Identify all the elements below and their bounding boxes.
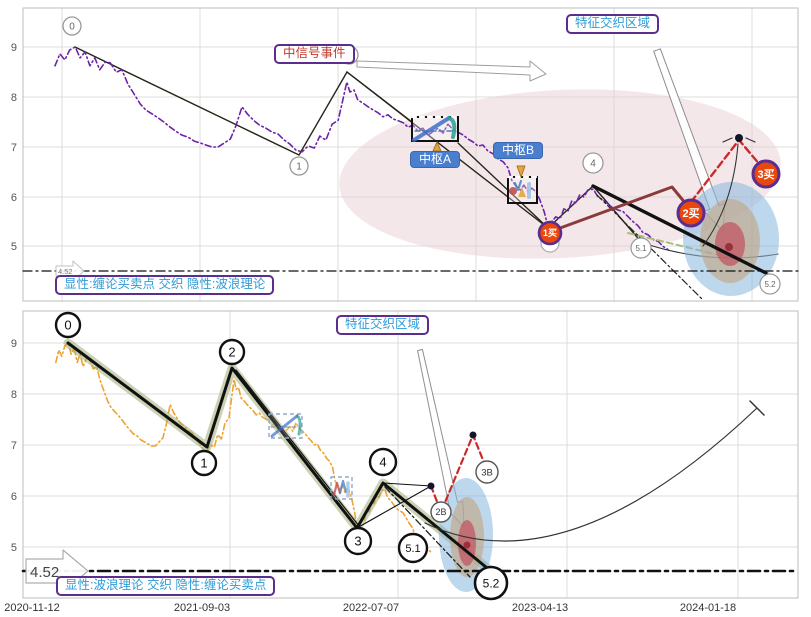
target-dot xyxy=(725,243,733,251)
ref-price-text: 4.52 xyxy=(58,267,73,276)
wave-0-circle-text: 0 xyxy=(64,318,71,333)
peak-marker-dot xyxy=(469,431,477,439)
main-trend-line xyxy=(591,184,768,275)
wave-52-circle xyxy=(759,273,781,295)
peak-marker-whisker xyxy=(745,137,756,143)
curve-to-marker xyxy=(702,143,739,247)
feature-zone-label-bottom: 特征交织区域 xyxy=(336,315,430,335)
y-tick-label: 8 xyxy=(11,389,17,401)
buy2-badge xyxy=(676,198,706,228)
x-tick-label: 2022-07-07 xyxy=(343,602,399,614)
y-tick-label: 9 xyxy=(11,42,17,54)
dashdot-projection xyxy=(384,486,471,578)
pivot-1-upstroke xyxy=(270,414,299,438)
caption-bottom: 显性:波浪理论 交织 隐性:缠论买卖点 xyxy=(56,576,276,596)
wave-0-circle-text: 0 xyxy=(69,22,75,33)
wave-4-circle xyxy=(582,152,604,174)
wave-panel-spine xyxy=(22,310,799,599)
wave-line-thin xyxy=(382,482,432,487)
wave-1-circle xyxy=(289,156,309,176)
wave-52-circle-text: 5.2 xyxy=(483,576,500,590)
wave-1-circle-text: 1 xyxy=(200,456,207,471)
wave-1-circle xyxy=(190,449,218,477)
pivot-b-red xyxy=(509,187,517,195)
pivot-a-upstroke xyxy=(412,116,451,142)
sell-2b-circle xyxy=(430,501,452,523)
wave-1-circle-text: 1 xyxy=(296,162,302,173)
ref-price-text: 4.52 xyxy=(30,564,59,581)
buy1-badge xyxy=(537,220,563,246)
pivot-b-orange xyxy=(518,187,526,197)
y-tick-label: 8 xyxy=(11,92,17,104)
wave-line xyxy=(346,71,413,123)
caption-top: 显性:缠论买卖点 交织 隐性:波浪理论 xyxy=(55,275,275,295)
wave-line xyxy=(457,142,549,229)
wave-51-circle xyxy=(630,237,652,259)
buy2-badge-text: 2买 xyxy=(682,207,699,220)
buy3-badge-text: 3买 xyxy=(757,168,774,181)
main-wave xyxy=(66,341,494,574)
x-tick-label: 2024-01-18 xyxy=(680,602,736,614)
signal-event-label: 中信号事件 xyxy=(274,44,355,64)
wave-3-circle-text: 3 xyxy=(354,534,361,549)
wave-3-circle xyxy=(343,526,373,556)
feature-zone-label-top: 特征交织区域 xyxy=(566,14,660,34)
wave-52-circle-text: 5.2 xyxy=(764,280,776,289)
peak-marker-whisker xyxy=(722,137,733,143)
pivot-2-red xyxy=(332,481,342,497)
pivot-a-label: 中枢A xyxy=(410,151,461,169)
drift-arrow xyxy=(356,60,547,82)
wave-line xyxy=(74,46,348,156)
target-dot xyxy=(463,541,471,549)
pivot-b-label: 中枢B xyxy=(493,142,544,160)
peak-marker-dot xyxy=(427,482,435,490)
y-tick-label: 6 xyxy=(11,491,17,503)
x-tick-label: 2020-11-12 xyxy=(4,602,59,614)
pivot-b-blue xyxy=(513,179,523,192)
wave-51-circle-text: 5.1 xyxy=(405,543,420,555)
wave-2-circle-text: 2 xyxy=(228,345,235,360)
wave-4-circle-text: 4 xyxy=(590,159,596,170)
wave-4-circle xyxy=(368,447,398,477)
pivot-a-teal xyxy=(447,116,457,139)
sell-3b-circle-text: 3B xyxy=(481,467,493,478)
sell-2b-circle-text: 2B xyxy=(435,507,446,517)
pivot-1-teal xyxy=(295,414,302,436)
y-tick-label: 5 xyxy=(11,241,17,253)
buy3-badge xyxy=(751,159,781,189)
price-line-top xyxy=(54,46,669,251)
y-tick-label: 6 xyxy=(11,192,17,204)
sell-3b-circle xyxy=(475,460,499,484)
wave-0-circle xyxy=(62,16,82,36)
wave-2-circle xyxy=(218,338,246,366)
wave-51-circle-text: 5.1 xyxy=(635,244,647,253)
y-tick-label: 9 xyxy=(11,338,17,350)
buy1-badge-text: 1买 xyxy=(543,228,557,238)
y-tick-label: 7 xyxy=(11,142,17,154)
buy-projection-dashed xyxy=(429,433,489,514)
peak-marker-dot xyxy=(735,134,743,142)
wave-51-circle xyxy=(397,532,429,564)
wave-line-thin xyxy=(235,369,360,527)
wave-0-circle xyxy=(54,311,82,339)
arc-end-tick xyxy=(749,400,765,416)
x-tick-label: 2023-04-13 xyxy=(512,602,568,614)
y-tick-label: 5 xyxy=(11,542,17,554)
chan-panel-spine xyxy=(22,7,799,302)
x-tick-label: 2021-09-03 xyxy=(174,602,230,614)
pivot-b-pointer xyxy=(516,165,526,178)
wave-52-circle xyxy=(473,565,509,601)
wave-line-thin xyxy=(356,485,432,529)
pivot-2-blue xyxy=(338,479,348,495)
y-tick-label: 7 xyxy=(11,440,17,452)
wave-4-circle-text: 4 xyxy=(379,455,386,470)
projection-arc xyxy=(424,407,758,542)
